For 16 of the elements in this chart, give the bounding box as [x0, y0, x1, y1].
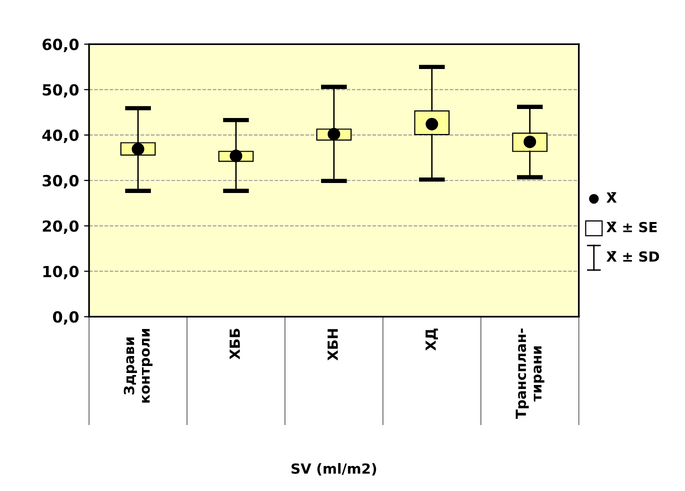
x-tick-label: ХБН: [328, 329, 338, 360]
y-tick-label: 40,0: [42, 129, 79, 143]
y-tick-label: 30,0: [42, 174, 79, 188]
text: X̄ ± SE: [606, 222, 657, 232]
y-tick-label: 0,0: [52, 311, 79, 325]
x-axis-title: SV (ml/m2): [292, 463, 376, 476]
y-tick-label: 20,0: [42, 220, 79, 234]
x-tick-label: Трансплан- тирани: [516, 328, 544, 419]
text: X̄: [606, 192, 617, 203]
y-tick-label: 10,0: [43, 266, 79, 280]
x-tick-label: ХББ: [230, 328, 240, 360]
y-tick-label: 50,0: [42, 84, 79, 98]
text: X̄ ± SD: [606, 251, 660, 262]
x-tick-label: ХД: [426, 328, 438, 351]
x-tick-label: Здрави контроли: [124, 328, 153, 403]
y-tick-label: 60,0: [42, 38, 79, 52]
